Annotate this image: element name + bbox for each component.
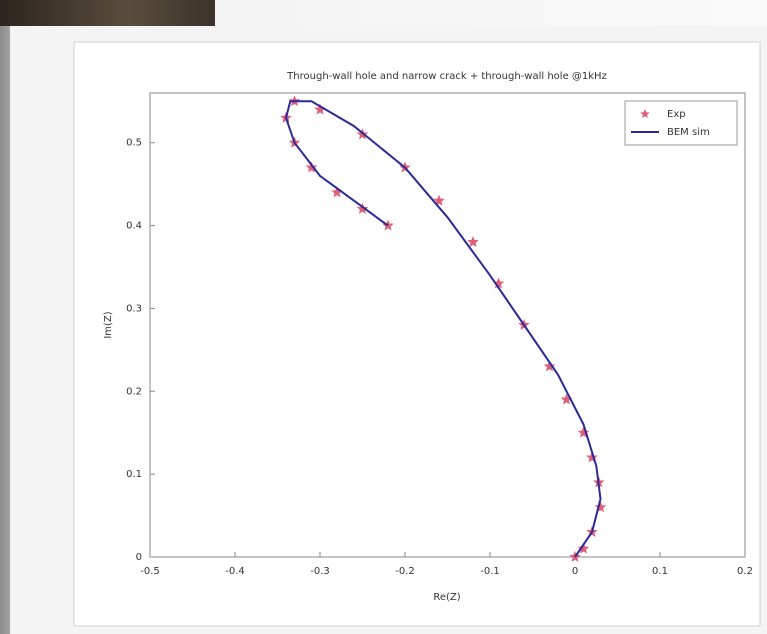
y-tick-label: 0 — [136, 552, 142, 563]
x-axis-label: Re(Z) — [433, 592, 460, 603]
x-tick-label: -0.5 — [140, 566, 160, 577]
legend-label: Exp — [667, 109, 686, 120]
y-tick-label: 0.2 — [126, 386, 142, 397]
x-tick-label: -0.3 — [310, 566, 330, 577]
y-tick-label: 0.4 — [126, 221, 142, 232]
axes-box — [150, 93, 745, 557]
x-tick-label: 0.1 — [652, 566, 668, 577]
y-tick-label: 0.3 — [126, 303, 142, 314]
page: {"chart_data": {"type": "scatter", "titl… — [0, 0, 767, 634]
x-tick-label: -0.4 — [225, 566, 245, 577]
y-tick-label: 0.5 — [126, 138, 142, 149]
x-tick-label: -0.2 — [395, 566, 415, 577]
legend-box — [625, 101, 737, 145]
x-tick-label: 0.2 — [737, 566, 753, 577]
chart-title: Through-wall hole and narrow crack + thr… — [286, 71, 607, 82]
legend-label: BEM sim — [667, 127, 710, 138]
y-tick-label: 0.1 — [126, 469, 142, 480]
y-axis-label: Im(Z) — [103, 311, 114, 338]
x-tick-label: -0.1 — [480, 566, 500, 577]
x-tick-label: 0 — [572, 566, 578, 577]
chart: Through-wall hole and narrow crack + thr… — [0, 0, 767, 634]
